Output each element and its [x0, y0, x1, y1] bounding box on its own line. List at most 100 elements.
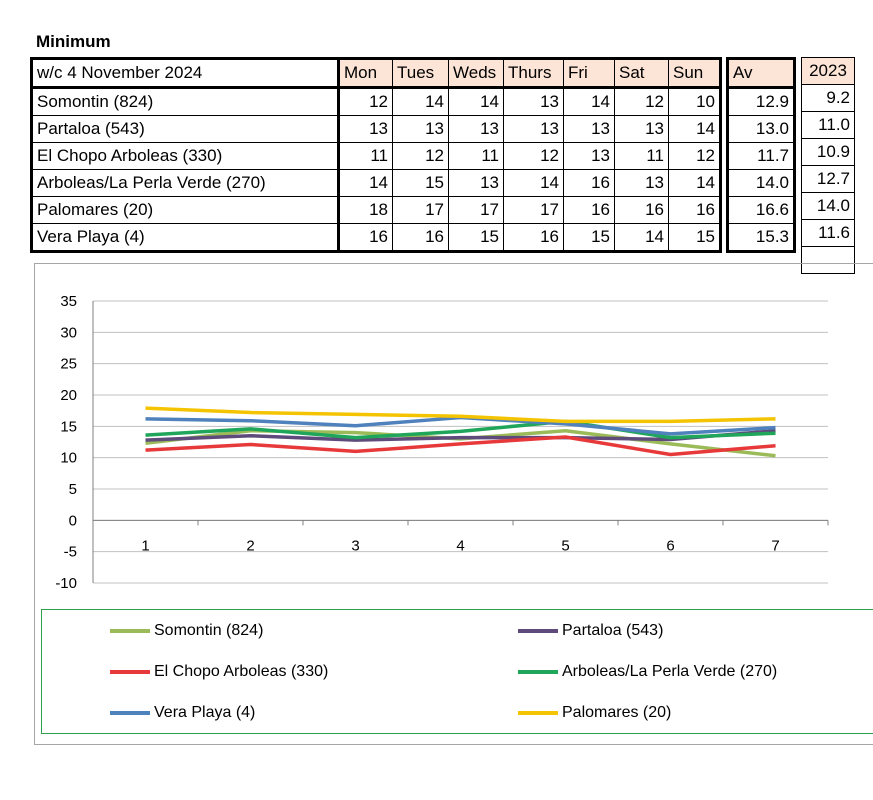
series-line: [145, 428, 776, 442]
average-cell: 14.0: [727, 169, 795, 197]
table-cell: 14: [338, 169, 393, 197]
year-header-row: 2023: [801, 57, 855, 85]
table-cell: 13: [563, 115, 615, 143]
week-label: w/c 4 November 2024: [31, 58, 340, 89]
table-cell: 13: [448, 169, 504, 197]
legend-item: Palomares (20): [518, 702, 671, 724]
location-name: Vera Playa (4): [31, 223, 340, 252]
legend-item: Partaloa (543): [518, 620, 663, 642]
table-cell: 14: [668, 115, 721, 143]
average-cell: 12.9: [727, 87, 795, 116]
legend-label: Palomares (20): [562, 704, 672, 721]
table-row: 12.7: [801, 165, 855, 193]
table-cell: 14: [614, 223, 669, 252]
x-tick-label: 4: [456, 537, 464, 554]
table-cell: 13: [563, 142, 615, 170]
table-cell: 14: [668, 169, 721, 197]
legend-item: Arboleas/La Perla Verde (270): [518, 661, 777, 683]
chart-area: 35 30 25 20 15 10 5 0 -5 -10 1 2 3 4 5 6 7: [34, 263, 873, 745]
table-cell: 14: [503, 169, 564, 197]
legend-label: Partaloa (543): [562, 622, 664, 639]
table-row: El Chopo Arboleas (330) 11 12 11 12 13 1…: [31, 142, 721, 170]
year-cell: 14.0: [801, 192, 855, 220]
legend-label: Arboleas/La Perla Verde (270): [562, 663, 778, 680]
table-cell: 13: [338, 115, 393, 143]
table-cell: 11: [614, 142, 669, 170]
x-tick-label: 3: [351, 537, 359, 554]
table-cell: 16: [563, 169, 615, 197]
y-tick-label: -5: [64, 544, 77, 561]
legend-swatch: [110, 711, 150, 715]
day-header-thurs: Thurs: [503, 58, 564, 89]
table-cell: 12: [503, 142, 564, 170]
day-header-sat: Sat: [614, 58, 669, 89]
table-cell: 16: [563, 196, 615, 224]
temperature-table: w/c 4 November 2024 Mon Tues Weds Thurs …: [30, 57, 722, 253]
legend-swatch: [110, 670, 150, 674]
table-title: Minimum: [36, 32, 111, 51]
series-line: [145, 419, 776, 440]
table-cell: 15: [392, 169, 449, 197]
line-chart: 35 30 25 20 15 10 5 0 -5 -10 1 2 3 4 5 6 7: [55, 293, 829, 592]
series-line: [145, 435, 776, 457]
table-cell: 13: [392, 115, 449, 143]
year-cell: 11.6: [801, 219, 855, 247]
table-row: 10.9: [801, 138, 855, 166]
x-tick-label: 7: [771, 537, 779, 554]
table-row: Palomares (20) 18 17 17 17 16 16 16: [31, 196, 721, 224]
legend-item: Vera Playa (4): [110, 702, 255, 724]
average-cell: 15.3: [727, 223, 795, 252]
table-row: 16.6: [727, 196, 795, 224]
table-cell: 16: [668, 196, 721, 224]
table-cell: 15: [668, 223, 721, 252]
table-row: 9.2: [801, 84, 855, 112]
average-header-row: Av: [727, 58, 795, 89]
table-row: [801, 246, 855, 274]
legend-label: Somontin (824): [154, 622, 264, 639]
location-name: Arboleas/La Perla Verde (270): [31, 169, 340, 197]
x-tick-label: 1: [141, 537, 149, 554]
year-cell: 11.0: [801, 111, 855, 139]
table-row: 12.9: [727, 87, 795, 116]
average-table: Av 12.9 13.0 11.7 14.0 16.6 15.3: [726, 57, 796, 253]
year-cell: 10.9: [801, 138, 855, 166]
day-header-tues: Tues: [392, 58, 449, 89]
year-cell: [801, 246, 855, 274]
chart-legend: Somontin (824) Partaloa (543) El Chopo Arb…: [41, 609, 873, 734]
y-tick-label: 0: [69, 512, 77, 529]
y-tick-label: 25: [60, 356, 77, 373]
y-tick-label: 15: [60, 418, 77, 435]
x-tick-label: 2: [246, 537, 254, 554]
table-cell: 13: [448, 115, 504, 143]
year-header: 2023: [801, 57, 855, 85]
y-tick-label: 35: [60, 293, 77, 310]
table-header-row: w/c 4 November 2024 Mon Tues Weds Thurs …: [31, 58, 721, 89]
day-header-weds: Weds: [448, 58, 504, 89]
table-cell: 14: [392, 87, 449, 116]
table-row: 13.0: [727, 115, 795, 143]
table-cell: 12: [338, 87, 393, 116]
table-cell: 12: [614, 87, 669, 116]
table-cell: 16: [503, 223, 564, 252]
series-line: [145, 406, 776, 424]
x-tick-label: 5: [561, 537, 569, 554]
x-tick-label: 6: [666, 537, 674, 554]
table-cell: 11: [338, 142, 393, 170]
table-row: 11.0: [801, 111, 855, 139]
table-cell: 14: [448, 87, 504, 116]
table-cell: 16: [338, 223, 393, 252]
y-tick-label: 10: [60, 450, 77, 467]
legend-label: Vera Playa (4): [154, 704, 256, 721]
average-cell: 16.6: [727, 196, 795, 224]
table-cell: 16: [614, 196, 669, 224]
average-cell: 11.7: [727, 142, 795, 170]
table-cell: 13: [503, 115, 564, 143]
table-cell: 12: [392, 142, 449, 170]
location-name: Somontin (824): [31, 87, 340, 116]
y-tick-label: 5: [69, 481, 77, 498]
legend-swatch: [110, 629, 150, 633]
table-row: Vera Playa (4) 16 16 15 16 15 14 15: [31, 223, 721, 252]
legend-item: Somontin (824): [110, 620, 263, 642]
day-header-fri: Fri: [563, 58, 615, 89]
table-cell: 12: [668, 142, 721, 170]
